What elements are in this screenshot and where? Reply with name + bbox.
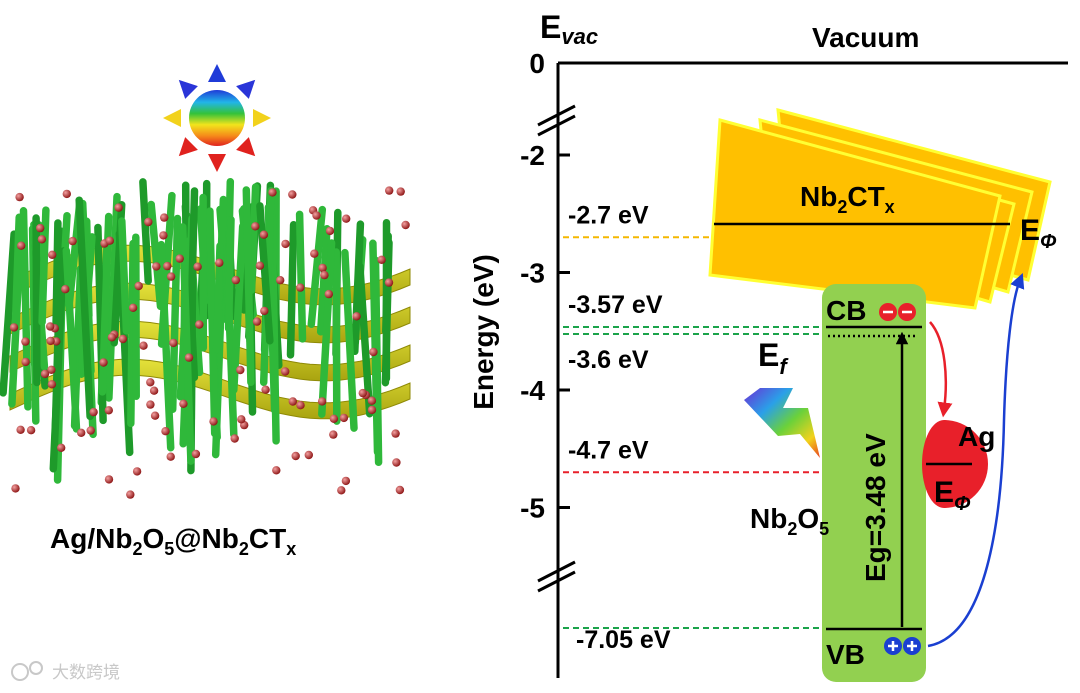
vacuum-label: Vacuum: [812, 22, 919, 53]
y-tick-label-2: -3: [520, 258, 545, 289]
nb2o5-band-column: [822, 284, 926, 682]
axis-break-upper: [537, 104, 576, 127]
level-label-2: -3.6 eV: [568, 346, 649, 374]
light-bolt-icon: [744, 388, 820, 458]
energy-axis: 0 -2 -3 -4 -5: [520, 48, 576, 678]
hole-transfer-arrow: [927, 273, 1025, 648]
ag-ephi-label: EΦ: [934, 476, 971, 515]
level-label-3: -4.7 eV: [568, 436, 649, 464]
composite-structure-illustration: [0, 177, 411, 499]
level-label-1: -3.57 eV: [568, 291, 663, 319]
y-tick-label-3: -4: [520, 375, 545, 406]
sun-icon: [163, 64, 271, 172]
nb2o5-label: Nb2O5: [750, 503, 829, 539]
composite-label: Ag/Nb2O5@Nb2CTx: [50, 523, 296, 559]
electron-icons: [879, 303, 916, 321]
y-tick-label-4: -5: [520, 493, 545, 524]
nb2ctx-mxene-block: [708, 107, 1052, 310]
level-label-0: -2.7 eV: [568, 201, 649, 229]
ef-label: Ef: [758, 337, 789, 379]
watermark-logo: 大数跨境: [11, 661, 120, 683]
ag-label: Ag: [958, 421, 995, 452]
svg-text:大数跨境: 大数跨境: [52, 663, 120, 683]
cb-label: CB: [826, 295, 866, 326]
electron-transfer-arrow: [929, 321, 953, 418]
bandgap-label: Eg=3.48 eV: [860, 433, 891, 582]
axis-break-lower: [537, 560, 576, 583]
y-tick-label-1: -2: [520, 140, 545, 171]
y-tick-label-0: 0: [529, 48, 545, 79]
evac-label: Evac: [540, 9, 598, 49]
y-axis-label: Energy (eV): [468, 254, 499, 410]
hole-icons: [884, 637, 921, 655]
ephi-mxene-label: EΦ: [1020, 214, 1057, 253]
vb-label: VB: [826, 639, 865, 670]
level-label-4: -7.05 eV: [576, 626, 671, 654]
nb2ctx-label: Nb2CTx: [800, 181, 895, 217]
